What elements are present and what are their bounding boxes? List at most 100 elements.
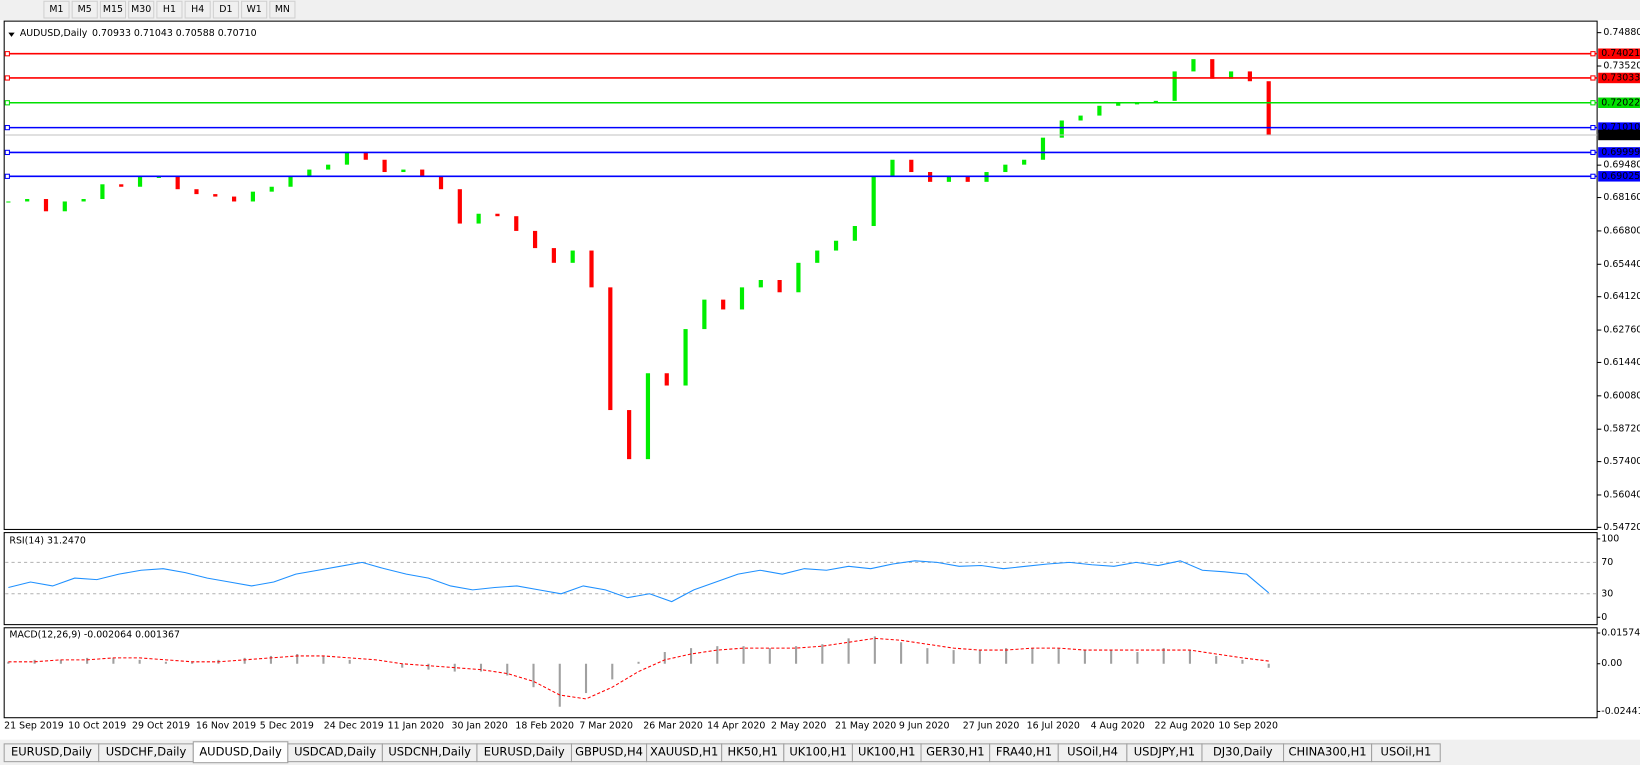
y-tick-label: 70	[1601, 557, 1613, 568]
candle	[175, 176, 180, 190]
date-label: 16 Jul 2020	[1027, 721, 1080, 732]
candle	[288, 176, 293, 187]
timeframe-label: H4	[191, 4, 204, 15]
candle	[307, 169, 312, 177]
candle	[119, 184, 124, 187]
candle	[833, 240, 839, 251]
rsi-label: RSI(14) 31.2470	[9, 535, 85, 546]
level-handle	[4, 75, 10, 81]
level-handle	[1590, 100, 1596, 106]
candle	[6, 201, 11, 203]
level-handle	[4, 149, 10, 156]
level-label-bg	[1598, 48, 1640, 59]
timeframe-button[interactable]	[269, 0, 296, 19]
timeframe-button[interactable]	[156, 0, 183, 19]
tab-label: EURUSD,Daily	[11, 745, 92, 759]
candle	[589, 250, 594, 288]
tab-label: DJ30,Daily	[1213, 745, 1273, 759]
candle	[1191, 59, 1196, 72]
level-label-bg	[1598, 147, 1640, 158]
level-label: 0.72022	[1601, 97, 1640, 108]
timeframe-button[interactable]	[184, 0, 211, 19]
candle	[269, 186, 274, 192]
date-label: 29 Oct 2019	[132, 721, 190, 732]
level-handle	[1590, 75, 1596, 81]
candle	[1228, 71, 1234, 79]
candle	[946, 176, 952, 182]
candle	[420, 169, 425, 177]
tab[interactable]	[1371, 743, 1441, 763]
candle	[457, 189, 462, 224]
candle	[438, 176, 444, 190]
candle	[777, 280, 782, 293]
level-handle	[4, 100, 10, 106]
y-tick-label: 0.61440	[1603, 357, 1640, 368]
date-label: 21 May 2020	[835, 721, 896, 732]
candle	[213, 194, 218, 197]
timeframe-button[interactable]	[128, 0, 155, 19]
y-tick-label: 0.69480	[1603, 160, 1640, 171]
macd-label: MACD(12,26,9) -0.002064 0.001367	[9, 630, 180, 641]
candle	[363, 152, 368, 160]
candle	[758, 280, 763, 288]
date-label: 27 Jun 2020	[963, 721, 1020, 732]
y-tick-label: 0.68160	[1603, 192, 1640, 203]
date-label: 5 Dec 2019	[260, 721, 314, 732]
y-tick-label: 0.015741	[1601, 627, 1640, 638]
y-tick-label: 0.62760	[1603, 325, 1640, 336]
candle	[1003, 164, 1008, 173]
level-handle	[1590, 124, 1596, 131]
candle	[476, 213, 481, 224]
y-tick-label: 0.65440	[1603, 259, 1640, 270]
candle	[608, 287, 613, 411]
date-label: 11 Jan 2020	[388, 721, 444, 732]
level-label-bg	[1598, 171, 1640, 182]
tab-label: USDJPY,H1	[1134, 745, 1195, 759]
timeframe-button[interactable]	[71, 0, 98, 19]
candle	[965, 176, 970, 182]
macd-panel	[3, 627, 1598, 719]
candle	[1134, 103, 1140, 105]
candle	[721, 299, 726, 310]
current-price-label: 0.70710	[1601, 129, 1640, 140]
date-label: 7 Mar 2020	[579, 721, 633, 732]
tab-label: GER30,H1	[926, 745, 984, 759]
candle	[25, 199, 30, 202]
level-label-bg	[1598, 122, 1640, 133]
tab-label: USOil,H4	[1067, 745, 1118, 759]
candle	[137, 176, 143, 187]
timeframe-button[interactable]	[241, 0, 268, 19]
current-price-bg	[1598, 129, 1640, 141]
candle	[382, 159, 387, 173]
y-tick-label: 0.60080	[1603, 390, 1640, 401]
tab-label: CHINA300,H1	[1289, 745, 1367, 759]
date-label: 14 Apr 2020	[707, 721, 765, 732]
date-label: 21 Sep 2019	[4, 721, 64, 732]
timeframe-label: H1	[163, 4, 176, 15]
date-label: 18 Feb 2020	[515, 721, 574, 732]
date-label: 30 Jan 2020	[452, 721, 508, 732]
tab-label: UK100,H1	[858, 745, 916, 759]
timeframe-button[interactable]	[99, 0, 127, 19]
header-arrow	[8, 32, 15, 37]
candle	[871, 176, 876, 227]
timeframe-label: M30	[131, 4, 151, 15]
timeframe-label: M15	[103, 4, 123, 15]
candle	[194, 189, 199, 195]
toolbar	[0, 0, 1640, 21]
candle	[514, 216, 519, 231]
timeframe-label: M1	[49, 4, 63, 15]
tab-label: USDCAD,Daily	[294, 745, 376, 759]
tab-label: GBPUSD,H4	[575, 745, 643, 759]
y-tick-label: 100	[1601, 533, 1619, 544]
candle	[401, 169, 406, 173]
tab-label: AUDUSD,Daily	[199, 745, 282, 759]
y-tick-label: 0.64120	[1603, 291, 1640, 302]
date-label: 24 Dec 2019	[324, 721, 384, 732]
timeframe-button[interactable]	[212, 0, 239, 19]
timeframe-button[interactable]	[43, 0, 70, 19]
candle	[664, 373, 669, 386]
candle	[739, 287, 745, 310]
level-handle	[4, 173, 10, 179]
